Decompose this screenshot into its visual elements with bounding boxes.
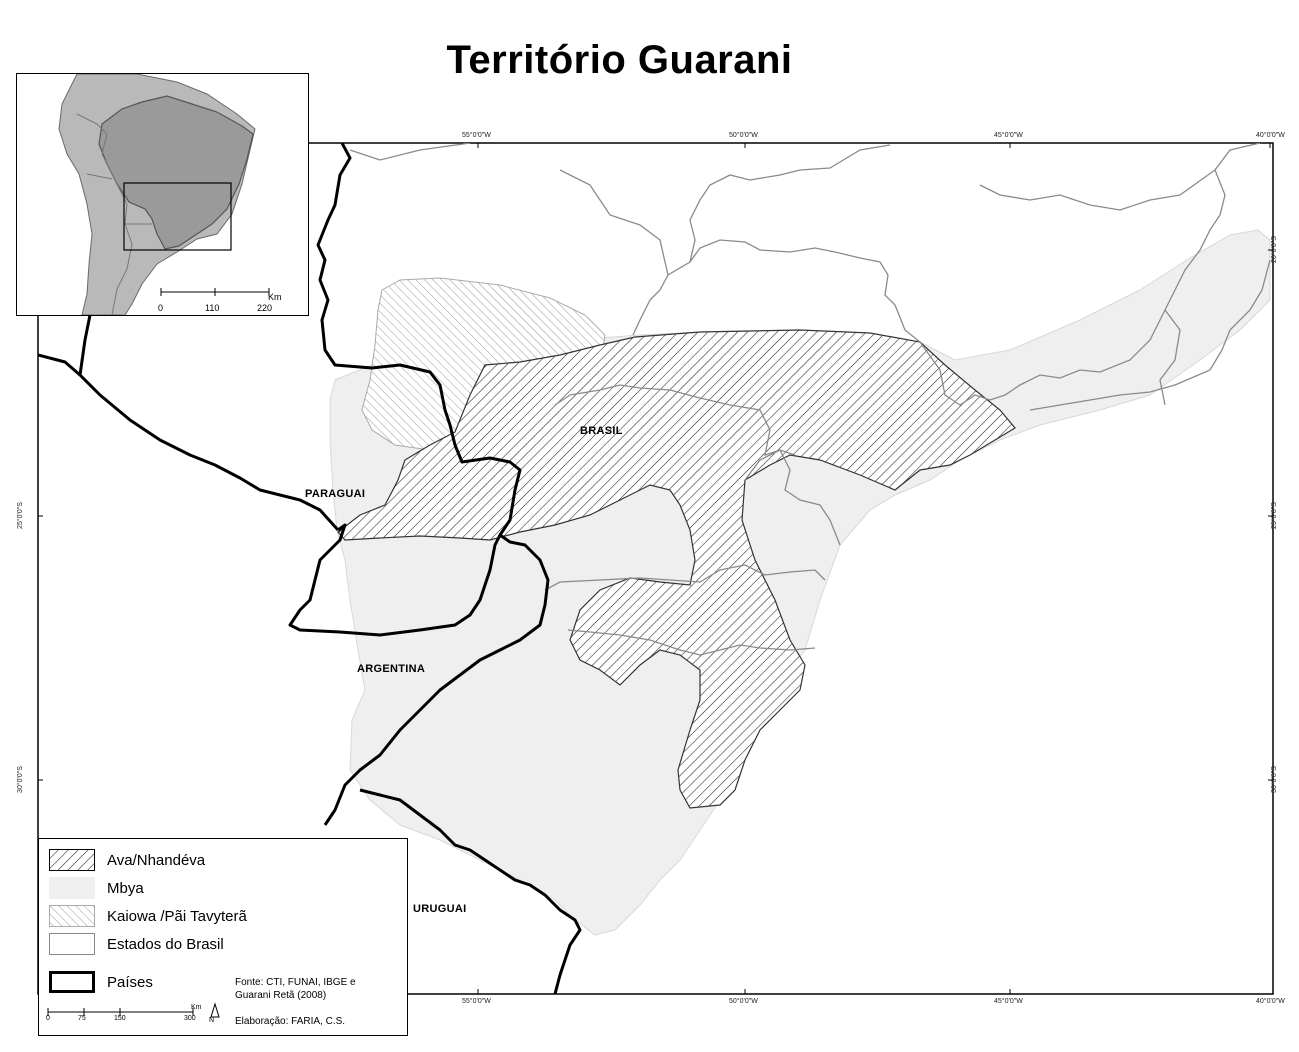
legend-item-paises: Países (49, 971, 153, 993)
legend-label: Mbya (107, 879, 144, 897)
coord-bottom-50w: 50°0'0"W (729, 998, 758, 1005)
coord-bottom-40w: 40°0'0"W (1256, 998, 1285, 1005)
label-brasil: BRASIL (580, 425, 623, 437)
coord-right-25s: 25°0'0"S (1270, 502, 1278, 529)
legend-scale-0: 0 (46, 1015, 50, 1022)
country-borders (38, 143, 582, 994)
legend-item-estados: Estados do Brasil (49, 933, 224, 955)
label-paraguai: PARAGUAI (305, 488, 366, 500)
inset-scale-220: 220 (257, 303, 273, 313)
legend-north-label: N (209, 1017, 215, 1024)
coord-left-30s: 30°0'0"S (16, 766, 24, 793)
legend-swatch-light-hatch (49, 905, 95, 927)
legend-source-line2: Guarani Retã (2008) (235, 990, 327, 1001)
legend-scale-150: 150 (114, 1015, 126, 1022)
inset-scale-unit: Km (268, 292, 282, 302)
inset-scale-0: 0 (158, 303, 164, 313)
legend-scale-75: 75 (78, 1015, 86, 1022)
inset-extent-box (123, 182, 232, 251)
coord-top-55w: 55°0'0"W (462, 132, 491, 139)
legend-scale-bar (47, 1002, 220, 1018)
legend-label: Ava/Nhandéva (107, 851, 206, 869)
legend-label: Estados do Brasil (107, 935, 224, 953)
coord-top-45w: 45°0'0"W (994, 132, 1023, 139)
map-title: Território Guarani (446, 38, 793, 82)
legend-swatch-light-fill (49, 877, 95, 899)
label-argentina: ARGENTINA (357, 663, 426, 675)
legend-credit: Elaboração: FARIA, C.S. (235, 1016, 346, 1027)
inset-brazil (98, 95, 254, 250)
graticule-ticks (38, 143, 1273, 994)
north-arrow-icon (210, 1002, 220, 1018)
inset-south-america (58, 74, 270, 315)
legend-swatch-outline (49, 933, 95, 955)
label-uruguai: URUGUAI (413, 903, 467, 915)
coord-bottom-45w: 45°0'0"W (994, 998, 1023, 1005)
coord-top-40w: 40°0'0"W (1256, 132, 1285, 139)
coord-right-30s: 30°0'0"S (1270, 766, 1278, 793)
legend-item-kaiowa: Kaiowa /Pãi Tavyterã (49, 905, 247, 927)
coord-right-20s: 20°0'0"S (1270, 236, 1278, 263)
legend: Ava/Nhandéva Mbya Kaiowa /Pãi Tavyterã E… (38, 838, 408, 1036)
legend-scale-unit: Km (191, 1004, 202, 1011)
legend-label: Países (107, 973, 153, 991)
legend-item-mbya: Mbya (49, 877, 144, 899)
ava-region-north (337, 329, 1016, 809)
legend-label: Kaiowa /Pãi Tavyterã (107, 907, 247, 925)
legend-item-ava: Ava/Nhandéva (49, 849, 205, 871)
legend-swatch-dense-hatch (49, 849, 95, 871)
coord-top-50w: 50°0'0"W (729, 132, 758, 139)
state-lines (349, 143, 1271, 656)
coord-left-25s: 25°0'0"S (16, 502, 24, 529)
legend-source-line1: Fonte: CTI, FUNAI, IBGE e (235, 977, 356, 988)
legend-scale-300: 300 (184, 1015, 196, 1022)
inset-scale-110: 110 (205, 303, 220, 313)
coord-bottom-55w: 55°0'0"W (462, 998, 491, 1005)
inset-map: Km 0 110 220 (16, 73, 309, 316)
legend-swatch-thick-outline (49, 971, 95, 993)
